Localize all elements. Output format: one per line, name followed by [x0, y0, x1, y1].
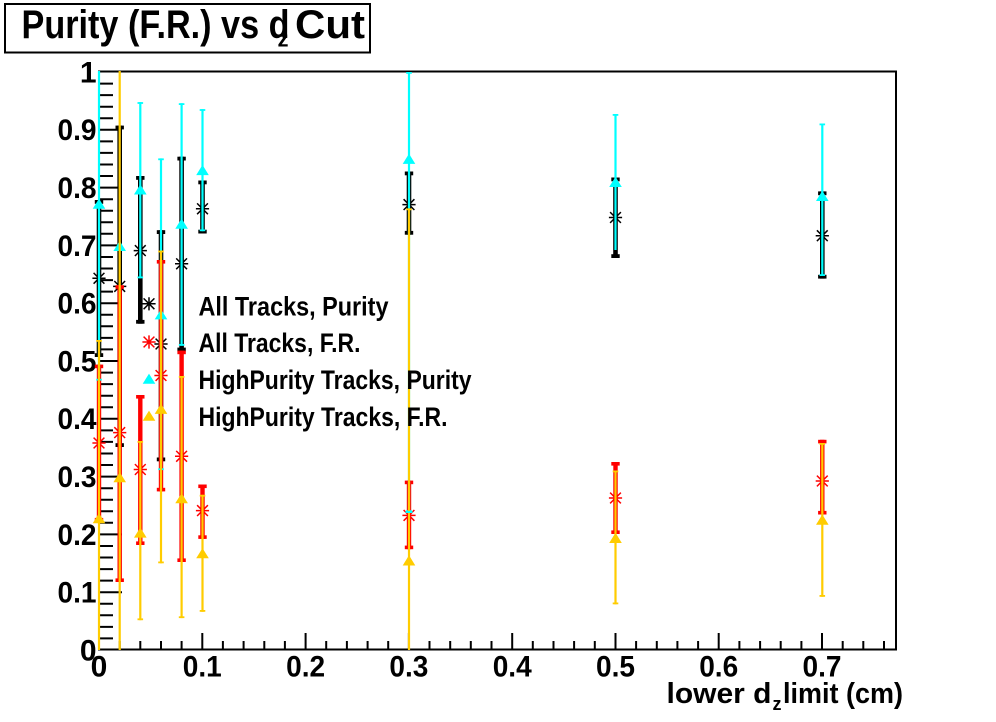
svg-text:0.2: 0.2	[286, 651, 325, 684]
svg-text:0.3: 0.3	[389, 651, 428, 684]
svg-text:Purity (F.R.) vs d: Purity (F.R.) vs d	[22, 3, 290, 47]
svg-text:0.1: 0.1	[183, 651, 222, 684]
svg-text:All Tracks, Purity: All Tracks, Purity	[199, 291, 389, 321]
svg-text:z: z	[773, 694, 782, 714]
svg-text:0.6: 0.6	[58, 288, 97, 321]
svg-text:0: 0	[80, 634, 97, 667]
svg-text:HighPurity Tracks, Purity: HighPurity Tracks, Purity	[199, 365, 472, 395]
svg-text:0.7: 0.7	[803, 651, 842, 684]
svg-text:limit (cm): limit (cm)	[783, 678, 903, 710]
svg-text:0.8: 0.8	[58, 172, 97, 205]
svg-text:0.1: 0.1	[58, 577, 97, 610]
svg-text:0.7: 0.7	[58, 230, 97, 263]
svg-text:0.5: 0.5	[58, 345, 97, 378]
svg-text:Cut: Cut	[295, 3, 365, 47]
svg-text:0.9: 0.9	[58, 114, 97, 147]
svg-text:1: 1	[80, 56, 97, 89]
svg-text:0.4: 0.4	[58, 403, 97, 436]
svg-text:HighPurity Tracks, F.R.: HighPurity Tracks, F.R.	[199, 402, 448, 432]
svg-text:0.4: 0.4	[493, 651, 532, 684]
svg-text:lower d: lower d	[667, 678, 772, 710]
svg-text:All Tracks, F.R.: All Tracks, F.R.	[199, 328, 361, 358]
svg-text:z: z	[278, 27, 289, 52]
svg-text:0.2: 0.2	[58, 519, 97, 552]
svg-text:0.5: 0.5	[596, 651, 635, 684]
svg-text:0: 0	[91, 651, 108, 684]
svg-text:0.6: 0.6	[699, 651, 738, 684]
svg-text:0.3: 0.3	[58, 461, 97, 494]
